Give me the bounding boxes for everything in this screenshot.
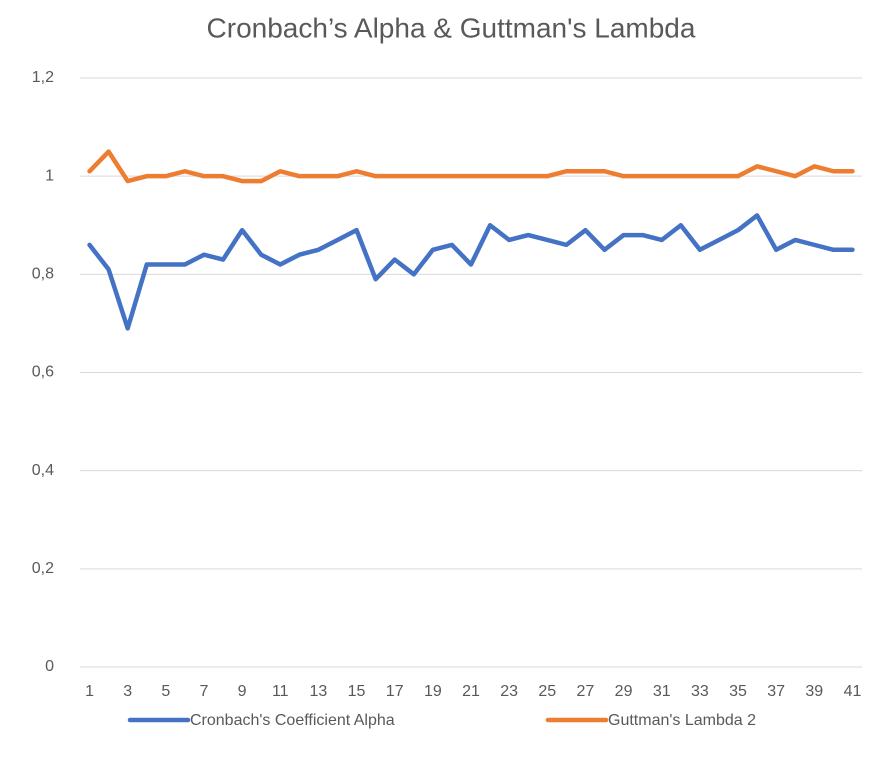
x-tick-label: 13 [310, 683, 328, 700]
x-tick-label: 27 [577, 683, 595, 700]
x-tick-label: 21 [462, 683, 480, 700]
x-tick-label: 33 [691, 683, 709, 700]
x-tick-label: 29 [615, 683, 633, 700]
y-tick-label: 0,8 [32, 266, 54, 283]
y-tick-label: 0,2 [32, 560, 54, 577]
x-tick-label: 15 [348, 683, 366, 700]
x-tick-label: 23 [500, 683, 518, 700]
chart-title: Cronbach’s Alpha & Guttman's Lambda [207, 12, 696, 43]
x-tick-label: 39 [805, 683, 823, 700]
x-tick-label: 1 [85, 683, 94, 700]
x-tick-label: 41 [844, 683, 862, 700]
x-tick-label: 17 [386, 683, 404, 700]
x-tick-label: 19 [424, 683, 442, 700]
y-tick-label: 0,6 [32, 364, 54, 381]
y-tick-label: 1,2 [32, 69, 54, 86]
data-line [87, 149, 855, 184]
legend-label: Cronbach's Coefficient Alpha [190, 712, 395, 729]
y-tick-label: 1 [45, 167, 54, 184]
y-tick-label: 0,4 [32, 462, 54, 479]
x-tick-label: 7 [200, 683, 209, 700]
data-line [87, 213, 855, 331]
legend-label: Guttman's Lambda 2 [608, 712, 756, 729]
x-tick-label: 9 [238, 683, 247, 700]
x-tick-label: 31 [653, 683, 671, 700]
x-tick-label: 25 [538, 683, 556, 700]
y-tick-label: 0 [45, 658, 54, 675]
x-tick-label: 3 [123, 683, 132, 700]
x-tick-label: 11 [272, 683, 289, 700]
x-tick-label: 37 [767, 683, 785, 700]
x-tick-label: 5 [161, 683, 170, 700]
x-tick-label: 35 [729, 683, 747, 700]
